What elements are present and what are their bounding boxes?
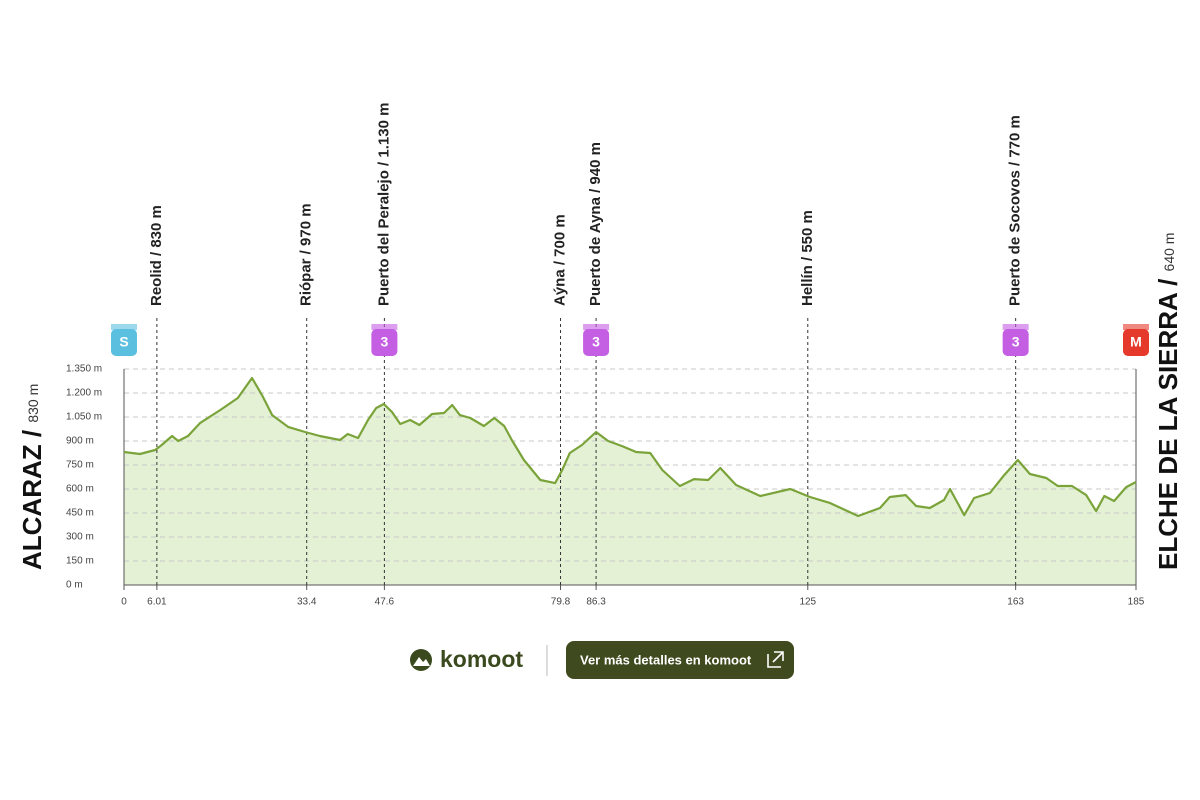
badge-label: S	[119, 334, 128, 350]
details-button[interactable]: Ver más detalles en komoot	[566, 641, 794, 679]
badge-body	[1002, 329, 1029, 356]
y-tick-label: 600 m	[66, 484, 94, 495]
external-icon	[767, 651, 784, 668]
logo-mountain	[413, 657, 430, 666]
x-tick-label: 79.8	[551, 597, 571, 608]
waypoint-label: Reolid / 830 m	[148, 205, 165, 306]
badge-flag	[1123, 324, 1149, 330]
badge-body	[111, 329, 137, 356]
badge-label: M	[1130, 334, 1142, 350]
y-tick-label: 0 m	[66, 580, 83, 591]
x-tick-label: 0	[121, 597, 127, 608]
waypoint-label: Riópar / 970 m	[298, 203, 315, 306]
y-tick-label: 450 m	[66, 508, 94, 519]
brand: komoot	[440, 646, 523, 672]
climb-badge: S	[111, 324, 137, 356]
badge-flag	[583, 324, 610, 330]
elevation-line	[123, 376, 1137, 518]
end-name: ELCHE DE LA SIERRA /	[1153, 279, 1183, 570]
badge-flag	[1002, 324, 1029, 330]
y-tick-label: 1.200 m	[66, 388, 102, 399]
button-bg[interactable]	[566, 641, 794, 679]
x-tick-label: 86.3	[586, 597, 606, 608]
climb-badge: 3	[1002, 324, 1029, 356]
badge-flag	[371, 324, 398, 330]
waypoint-label: Aýna / 700 m	[551, 214, 568, 306]
y-tick-label: 900 m	[66, 436, 94, 447]
badge-flag	[111, 324, 137, 330]
badge-label: 3	[380, 334, 388, 350]
badge-body	[371, 329, 398, 356]
y-tick-label: 150 m	[66, 556, 94, 567]
climb-badge: M	[1123, 324, 1149, 356]
badge-label: 3	[592, 334, 600, 350]
button-label[interactable]: Ver más detalles en komoot	[580, 652, 752, 667]
badge-body	[1123, 329, 1149, 356]
start-label: ALCARAZ / 830 m	[17, 384, 47, 570]
x-tick-label: 125	[799, 597, 816, 608]
badge-label: 3	[1012, 334, 1020, 350]
area-fill	[124, 378, 1136, 585]
climb-badge: 3	[371, 324, 398, 356]
y-tick-label: 750 m	[66, 460, 94, 471]
waypoint-label: Puerto de Socovos / 770 m	[1007, 115, 1024, 306]
y-tick-label: 1.350 m	[66, 364, 102, 375]
komoot-logo: komoot	[410, 646, 523, 672]
start-name: ALCARAZ /	[17, 430, 47, 570]
waypoint-label: Puerto de Ayna / 940 m	[587, 142, 604, 306]
start-elevation: 830 m	[25, 384, 41, 423]
x-tick-label: 6.01	[147, 597, 167, 608]
x-tick-label: 185	[1128, 597, 1145, 608]
badge-body	[583, 329, 610, 356]
x-tick-label: 33.4	[297, 597, 317, 608]
waypoint-label: Puerto del Peralejo / 1.130 m	[375, 103, 392, 306]
x-tick-label: 163	[1007, 597, 1024, 608]
y-tick-label: 300 m	[66, 532, 94, 543]
y-tick-label: 1.050 m	[66, 412, 102, 423]
end-label: ELCHE DE LA SIERRA / 640 m	[1153, 233, 1183, 570]
end-elevation: 640 m	[1161, 233, 1177, 272]
waypoint-label: Hellín / 550 m	[799, 210, 816, 306]
x-tick-label: 47.6	[375, 597, 395, 608]
climb-badge: 3	[583, 324, 610, 356]
